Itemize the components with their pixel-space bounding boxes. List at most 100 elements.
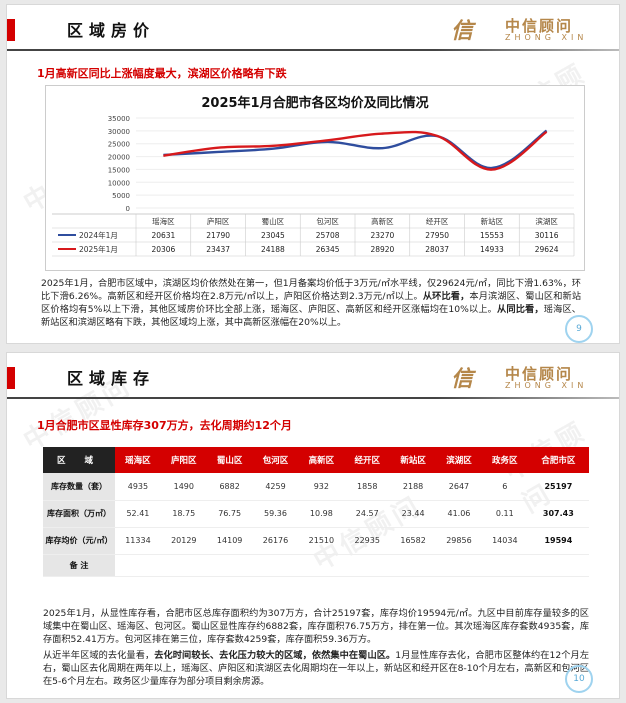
emphasis-text: 从环比看， [422,291,470,302]
table-cell: 41.06 [436,500,482,528]
data-label: 23045 [261,231,285,240]
data-label: 20306 [151,245,175,254]
data-label: 28037 [425,245,449,254]
table-cell: 26176 [252,527,299,555]
category-label: 蜀山区 [262,216,285,226]
slide-subheading: 1月合肥市区显性库存307万方，去化周期约12个月 [37,419,292,432]
table-row: 库存均价（元/㎡） 11334 20129 14109 26176 21510 22935 1… [43,527,589,555]
category-label: 高新区 [371,216,394,226]
header-divider [7,397,619,399]
emphasis-text: 去化时间较长、去化压力较大的区域，依然集中在蜀山区。 [154,650,396,661]
table-cell: 1490 [160,473,207,501]
table-cell: 4935 [115,473,161,501]
table-cell: 2188 [390,473,437,501]
table-cell: 19594 [527,527,589,555]
y-tick-label: 25000 [108,141,130,149]
paragraph-text: 本月滨湖区、蜀山区和新站区价格均有5%以上下滑，其他区域房价环比全部上涨，瑶海区… [41,291,582,315]
table-column-header: 高新区 [298,447,345,473]
table-cell [206,554,253,577]
table-cell: 52.41 [115,500,161,528]
y-tick-label: 35000 [108,115,130,123]
data-label: 21790 [206,231,230,240]
data-label: 26345 [316,245,340,254]
y-tick-label: 0 [126,205,130,213]
price-chart: 2025年1月合肥市各区均价及同比情况 35000 30000 25000 20000… [45,85,585,271]
logo-subtext: ZHONG XIN [505,33,588,42]
notes-row: 备 注 [43,554,589,577]
inventory-paragraph: 2025年1月，从显性库存看，合肥市区总库存面积约为307万方，合计25197套… [43,608,589,645]
paragraph-text: 1月显性库存去化，合肥市区整体约在12个月左右，蜀山区去化周期在两年以上，瑶海区… [43,650,590,687]
table-column-header: 包河区 [252,447,299,473]
table-cell: 23.44 [390,500,437,528]
row-header: 库存面积（万㎡） [43,500,115,528]
category-label: 庐阳区 [207,216,230,226]
row-header: 备 注 [43,554,115,577]
header-accent-bar [7,367,15,389]
table-cell: 14034 [481,527,528,555]
paragraph-text: 瑶海区、新站区和滨湖区略有下跌，其他区域均上涨，其中高新区涨幅在20%以上。 [41,304,581,328]
chart-canvas: 35000 30000 25000 20000 15000 10000 5000 0 瑶海区 庐阳… [52,115,575,257]
table-column-header: 合肥市区 [527,447,589,473]
table-cell: 59.36 [252,500,299,528]
paragraph-text: 2025年1月，合肥市区域中，滨湖区均价依然处在第一，但1月备案均价低于3万元/… [41,278,581,302]
table-column-header: 经开区 [344,447,391,473]
table-column-header: 蜀山区 [206,447,253,473]
table-cell: 307.43 [527,500,589,528]
slide-header: 区域库存 信 中信顾问 ZHONG XIN [7,353,619,393]
table-cell: 22935 [344,527,391,555]
category-label: 经开区 [426,216,449,226]
data-label: 23437 [206,245,230,254]
table-cell: 25197 [527,473,589,501]
table-column-header: 区 域 [43,447,115,473]
legend-label: 2024年1月 [79,230,118,240]
data-label: 29624 [535,245,559,254]
logo-mark-icon: 信 [451,366,474,392]
table-cell [298,554,345,577]
table-column-header: 新站区 [390,447,437,473]
logo-text: 中信顾问 [505,17,574,35]
chart-title: 2025年1月合肥市各区均价及同比情况 [201,96,429,111]
slide-subheading: 1月高新区同比上涨幅度最大，滨湖区价格略有下跌 [37,67,287,80]
table-cell [252,554,299,577]
category-label: 包河区 [316,216,339,226]
table-cell [481,554,528,577]
table-cell: 0.11 [481,500,528,528]
table-cell: 4259 [252,473,299,501]
y-tick-label: 20000 [108,154,130,162]
row-header: 库存均价（元/㎡） [43,527,115,555]
logo-text: 中信顾问 [505,365,574,383]
header-divider [7,49,619,51]
data-label: 23270 [370,231,394,240]
y-tick-label: 5000 [112,192,130,200]
category-label: 新站区 [481,216,504,226]
category-label: 滨湖区 [535,216,558,226]
table-cell: 1858 [344,473,391,501]
slide-header: 区域房价 信 中信顾问 ZHONG XIN [7,5,619,45]
logo-mark-icon: 信 [451,18,474,44]
row-header: 库存数量（套） [43,473,115,501]
data-label: 28920 [370,245,394,254]
table-cell: 21510 [298,527,345,555]
table-column-header: 瑶海区 [115,447,161,473]
table-cell [115,554,161,577]
table-column-header: 政务区 [481,447,528,473]
data-label: 30116 [535,231,559,240]
table-column-header: 滨湖区 [436,447,482,473]
table-row: 库存数量（套） 4935 1490 6882 4259 932 1858 2188 2647 6 2… [43,473,589,501]
slide-region-prices: 中信顾问 中信顾问 中信顾问 区域房价 信 中信顾问 ZHONG XIN 1月高… [6,4,620,344]
table-cell: 6882 [206,473,253,501]
table-cell: 76.75 [206,500,253,528]
table-cell [527,554,589,577]
table-cell [344,554,391,577]
table-column-header: 庐阳区 [160,447,207,473]
inventory-table: 区 域 瑶海区 庐阳区 蜀山区 包河区 高新区 经开区 新站区 滨湖区 政务区 … [43,447,589,577]
page-number: 9 [565,315,593,343]
table-cell: 10.98 [298,500,345,528]
data-label: 15553 [480,231,504,240]
analysis-paragraph: 2025年1月，合肥市区域中，滨湖区均价依然处在第一，但1月备案均价低于3万元/… [41,277,581,329]
table-cell [160,554,207,577]
emphasis-text: 从同比看， [497,304,544,315]
table-cell [390,554,437,577]
header-accent-bar [7,19,15,41]
data-label: 24188 [261,245,285,254]
